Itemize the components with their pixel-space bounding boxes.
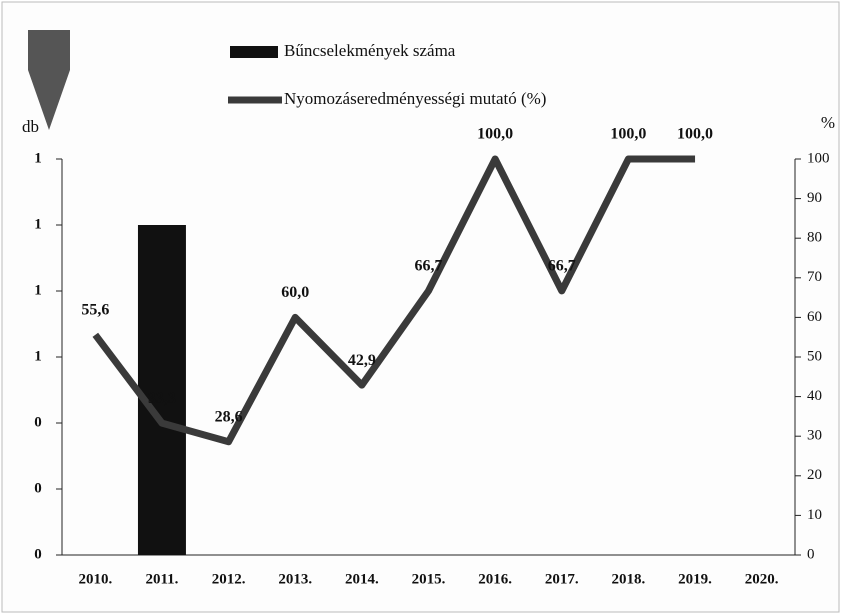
line xyxy=(92,155,696,446)
y2-tick-label: 10 xyxy=(807,507,822,523)
x-tick-label: 2016. xyxy=(478,571,512,587)
data-label: 60,0 xyxy=(281,284,309,301)
legend-label: Nyomozáseredményességi mutató (%) xyxy=(284,89,546,108)
y-tick-label: 1 xyxy=(34,348,42,364)
data-label: 42,9 xyxy=(348,352,376,369)
x-tick-label: 2020. xyxy=(745,571,779,587)
y-tick-label: 1 xyxy=(34,282,42,298)
x-tick-label: 2014. xyxy=(345,571,379,587)
y2-tick-label: 40 xyxy=(807,388,822,404)
data-label: 100,0 xyxy=(477,126,513,143)
y2-tick-label: 0 xyxy=(807,546,815,562)
y2-axis-label: % xyxy=(821,113,835,132)
x-tick-label: 2019. xyxy=(678,571,712,587)
data-label: 55,6 xyxy=(81,301,109,318)
y-tick-label: 1 xyxy=(34,150,42,166)
y2-tick-label: 80 xyxy=(807,230,822,246)
y-tick-label: 0 xyxy=(34,414,42,430)
x-tick-label: 2013. xyxy=(278,571,312,587)
y2-tick-label: 30 xyxy=(807,428,822,444)
y2-tick-label: 60 xyxy=(807,309,822,325)
x-tick-label: 2010. xyxy=(78,571,112,587)
y-axis-label: db xyxy=(22,117,39,136)
data-label: 28,6 xyxy=(215,408,243,425)
logo xyxy=(28,30,70,130)
data-label: 100,0 xyxy=(677,126,713,143)
data-label: 100,0 xyxy=(610,126,646,143)
x-tick-label: 2015. xyxy=(412,571,446,587)
x-tick-label: 2018. xyxy=(612,571,646,587)
y-tick-label: 0 xyxy=(34,480,42,496)
x-tick-label: 2017. xyxy=(545,571,579,587)
y-tick-label: 0 xyxy=(34,546,42,562)
y2-tick-label: 50 xyxy=(807,348,822,364)
data-label: 66,7 xyxy=(548,258,576,275)
data-label: 66,7 xyxy=(415,258,443,275)
legend-swatch xyxy=(230,46,278,58)
data-label: 33,3 xyxy=(148,390,176,407)
y-tick-label: 1 xyxy=(34,216,42,232)
bar xyxy=(137,225,186,555)
legend-label: Bűncselekmények száma xyxy=(284,41,456,60)
y2-tick-label: 20 xyxy=(807,467,822,483)
x-tick-label: 2011. xyxy=(145,571,178,587)
x-tick-label: 2012. xyxy=(212,571,246,587)
y2-tick-label: 70 xyxy=(807,269,822,285)
y2-tick-label: 90 xyxy=(807,190,822,206)
y2-tick-label: 100 xyxy=(807,150,830,166)
